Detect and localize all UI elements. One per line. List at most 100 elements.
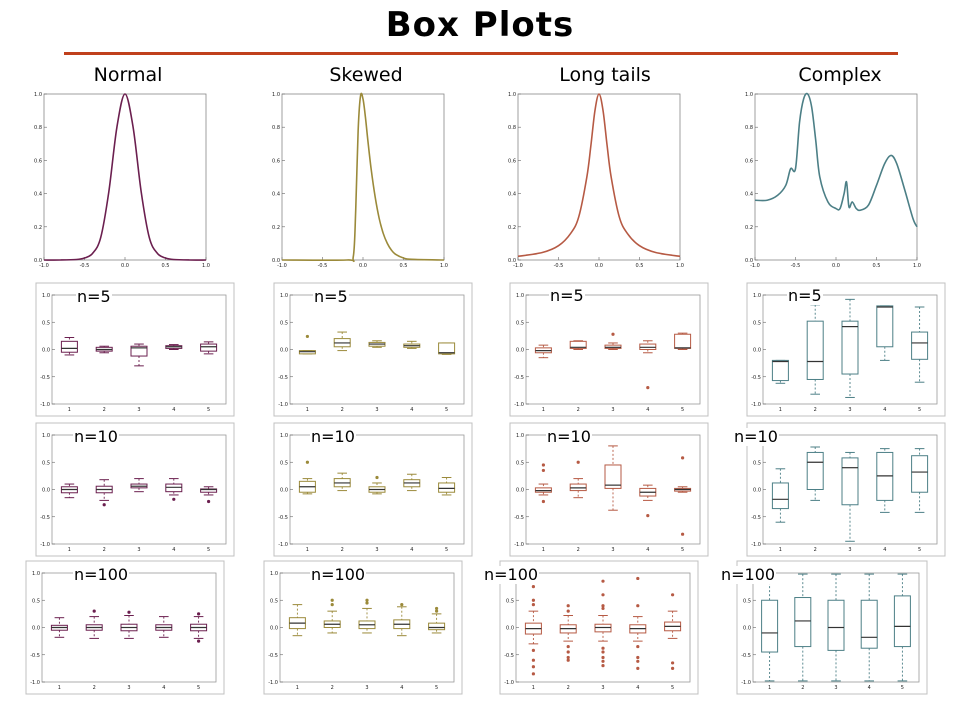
outlier-point xyxy=(541,468,546,473)
boxplot-subplot: -1.0 -0.5 0.0 0.5 1.0 1 2 3 4 5 xyxy=(35,282,235,417)
box-2 xyxy=(323,598,341,634)
outlier-point xyxy=(601,646,605,650)
y-tick-label: 0.0 xyxy=(42,488,50,494)
box-iqr xyxy=(200,343,218,352)
box-iqr xyxy=(806,451,824,491)
outlier-point xyxy=(531,603,536,607)
row-label-n100: n=100 xyxy=(73,565,130,584)
box-iqr xyxy=(674,333,692,349)
outlier-point xyxy=(601,606,605,611)
x-tick-label: 2 xyxy=(577,407,580,413)
y-tick-label: 0.2 xyxy=(272,225,280,231)
y-tick-label: -0.5 xyxy=(268,653,278,659)
outlier-point xyxy=(566,609,570,613)
density-subplot: 0.0 0.2 0.4 0.6 0.8 1.0 -1.0 -0.5 0.0 0.5 1.0 xyxy=(272,92,448,269)
y-tick-label: -1.0 xyxy=(40,402,50,408)
y-tick-label: 0.0 xyxy=(516,488,524,494)
y-tick-label: 0.6 xyxy=(34,158,42,164)
box-iqr xyxy=(911,455,929,493)
outlier-point xyxy=(92,609,96,613)
y-tick-label: 0.0 xyxy=(34,258,42,264)
x-tick-label: 3 xyxy=(611,547,614,553)
box-5 xyxy=(664,593,682,670)
outlier-point xyxy=(541,499,546,504)
x-tick-label: 4 xyxy=(883,407,886,413)
box-1 xyxy=(298,334,316,355)
box-1 xyxy=(60,337,78,356)
box-3 xyxy=(130,478,148,493)
x-tick-label: 1.0 xyxy=(913,263,921,269)
box-iqr xyxy=(438,482,456,493)
box-3 xyxy=(368,475,386,495)
x-tick-label: 5 xyxy=(671,685,674,691)
x-tick-label: 1 xyxy=(306,407,309,413)
box-5 xyxy=(200,486,218,504)
y-tick-label: 0.6 xyxy=(272,158,280,164)
box-1 xyxy=(288,604,306,637)
box-5 xyxy=(200,341,218,355)
outlier-point xyxy=(636,655,640,660)
y-tick-label: -0.5 xyxy=(40,515,50,521)
boxplot-subplot: -1.0 -0.5 0.0 0.5 1.0 1 2 3 4 5 xyxy=(509,282,709,417)
y-tick-label: -1.0 xyxy=(30,680,40,686)
y-tick-label: -0.5 xyxy=(30,653,40,659)
x-tick-label: 1 xyxy=(542,547,545,553)
y-tick-label: 1.0 xyxy=(42,433,50,439)
y-tick-label: 0.4 xyxy=(34,192,42,198)
y-tick-label: 1.0 xyxy=(753,293,761,299)
outlier-point xyxy=(102,503,106,507)
x-tick-label: 3 xyxy=(601,685,604,691)
row-label-n10: n=10 xyxy=(733,427,779,446)
y-tick-label: 0.0 xyxy=(280,348,288,354)
row-label-n10: n=10 xyxy=(310,427,356,446)
y-tick-label: 0.0 xyxy=(506,626,514,632)
y-tick-label: -0.5 xyxy=(278,375,288,381)
outlier-point xyxy=(541,463,546,467)
x-tick-label: -1.0 xyxy=(750,263,760,269)
y-tick-label: 1.0 xyxy=(270,571,278,577)
column-title-long-tails: Long tails xyxy=(559,64,651,86)
outlier-point xyxy=(601,650,605,654)
box-5 xyxy=(438,342,456,355)
y-tick-label: -0.5 xyxy=(514,375,524,381)
outlier-point xyxy=(566,644,570,649)
boxplot-subplot: -1.0 -0.5 0.0 0.5 1.0 1 2 3 4 5 xyxy=(746,282,946,417)
outlier-point xyxy=(531,585,536,589)
x-tick-label: 4 xyxy=(172,547,175,553)
x-tick-label: 4 xyxy=(162,685,165,691)
x-tick-label: 4 xyxy=(172,407,175,413)
box-3 xyxy=(604,332,622,350)
outlier-point xyxy=(365,601,369,605)
x-tick-label: 2 xyxy=(331,685,334,691)
box-5 xyxy=(428,606,446,634)
row-label-n100: n=100 xyxy=(720,565,777,584)
x-tick-label: 4 xyxy=(410,547,413,553)
x-tick-label: 4 xyxy=(400,685,403,691)
y-tick-label: 1.0 xyxy=(42,293,50,299)
box-1 xyxy=(50,617,68,638)
box-4 xyxy=(393,603,411,637)
outlier-point xyxy=(636,666,640,670)
box-1 xyxy=(534,344,552,359)
y-tick-label: -1.0 xyxy=(751,542,761,548)
x-tick-label: 4 xyxy=(868,685,871,691)
boxplot-subplot: -1.0 -0.5 0.0 0.5 1.0 1 2 3 4 5 xyxy=(25,560,225,695)
box-iqr xyxy=(130,345,148,357)
outlier-point xyxy=(636,604,640,608)
y-tick-label: 0.0 xyxy=(516,348,524,354)
y-tick-label: 0.8 xyxy=(272,125,280,131)
x-tick-label: 5 xyxy=(901,685,904,691)
y-tick-label: -1.0 xyxy=(504,680,514,686)
y-tick-label: -1.0 xyxy=(514,542,524,548)
outlier-point xyxy=(601,655,605,660)
box-2 xyxy=(333,472,351,492)
outlier-point xyxy=(601,579,605,583)
y-tick-label: 0.5 xyxy=(516,320,524,326)
outlier-point xyxy=(435,606,439,611)
row-label-n100: n=100 xyxy=(310,565,367,584)
x-tick-label: 2 xyxy=(103,547,106,553)
box-4 xyxy=(876,448,894,513)
box-1 xyxy=(771,468,789,523)
box-2 xyxy=(333,331,351,352)
